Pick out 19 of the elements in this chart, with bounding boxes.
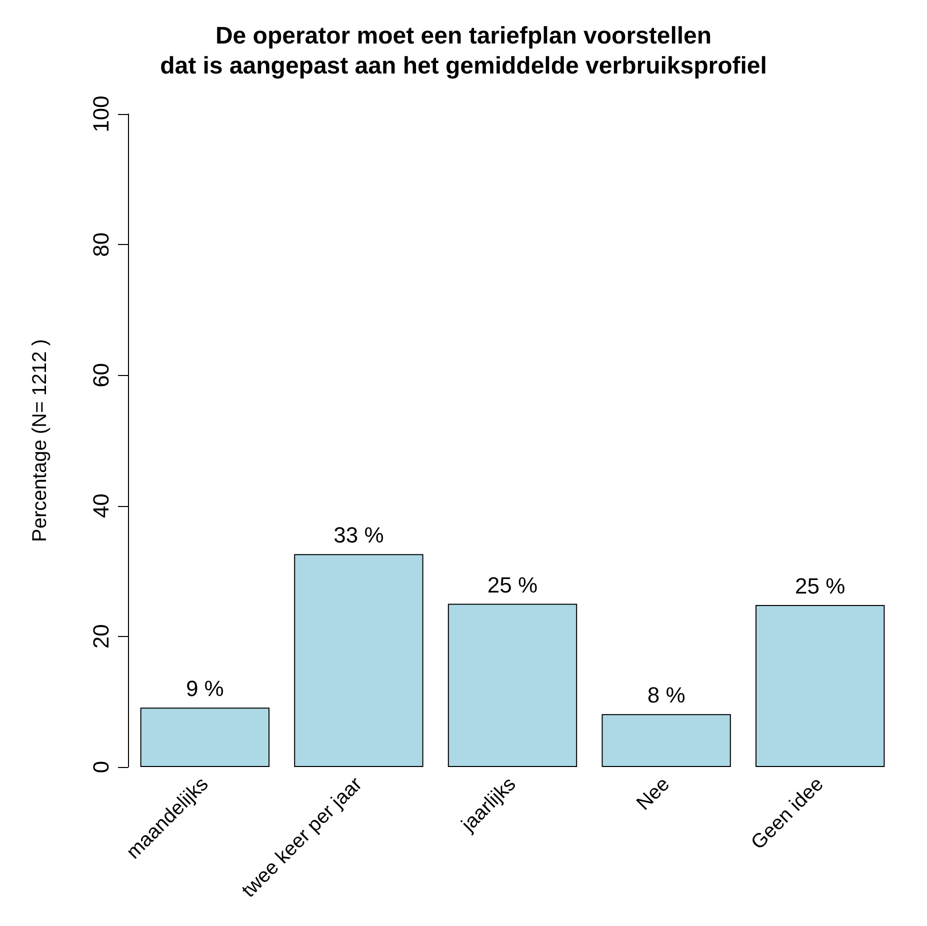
y-tick-label: 100	[88, 96, 114, 132]
data-label: 25 %	[795, 574, 846, 599]
y-tick-label: 20	[88, 624, 114, 649]
y-axis-title: Percentage (N= 1212 )	[29, 339, 51, 542]
y-tick-label: 80	[88, 232, 114, 257]
x-tick-label: Nee	[632, 773, 674, 815]
y-tick-label: 60	[88, 362, 114, 388]
chart-title: De operator moet een tariefplan voorstellen dat is aangepast aan het gemiddelde verbruiksprofiel	[160, 22, 767, 80]
data-label: 33 %	[334, 522, 384, 548]
bar	[448, 604, 578, 767]
bar	[756, 605, 885, 767]
data-label: 9 %	[186, 676, 224, 702]
y-tick-label: 40	[88, 494, 114, 518]
data-label: 8 %	[647, 682, 686, 708]
bar	[294, 554, 424, 767]
y-tick-label: 0	[88, 760, 114, 774]
data-label: 25 %	[487, 572, 538, 598]
bar	[140, 708, 270, 767]
bar	[602, 714, 731, 767]
